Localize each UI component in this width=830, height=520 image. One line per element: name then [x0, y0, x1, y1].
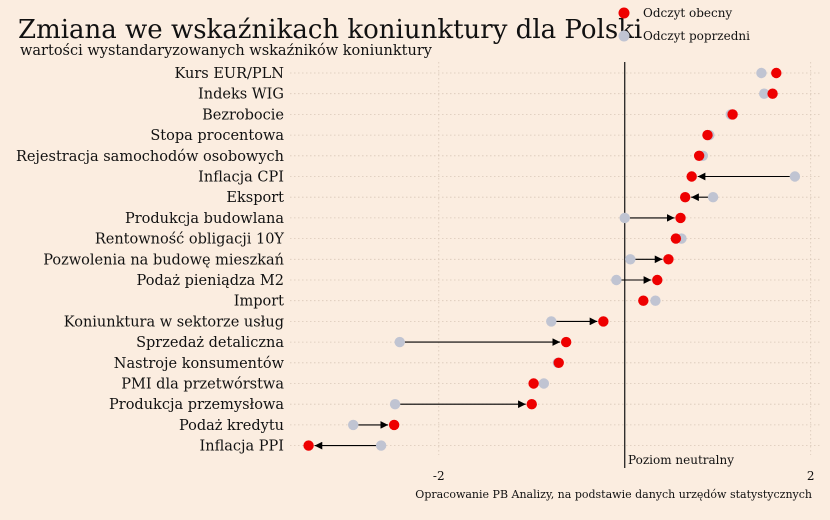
point-current — [771, 67, 782, 79]
point-current — [560, 336, 572, 348]
point-current — [670, 233, 682, 244]
point-previous — [389, 399, 401, 410]
category-label: Podaż kredytu — [179, 418, 284, 434]
category-label: PMI dla przetwórstwa — [121, 377, 284, 393]
point-previous — [348, 419, 359, 431]
category-label: Sprzedaż detaliczna — [136, 335, 284, 351]
category-label: Pozwolenia na budowę mieszkań — [43, 252, 284, 268]
category-label: Nastroje konsumentów — [114, 356, 285, 372]
point-previous — [650, 295, 661, 306]
category-label: Indeks WIG — [198, 87, 284, 103]
point-previous — [759, 88, 770, 99]
x-tick-label: 2 — [807, 469, 815, 483]
neutral-level-annotation: Poziom neutralny — [628, 453, 734, 467]
category-label: Rejestracja samochodów osobowych — [16, 149, 284, 165]
point-current — [652, 274, 663, 286]
point-previous — [394, 336, 405, 348]
data-marks — [303, 67, 801, 451]
category-label: Import — [234, 294, 284, 310]
point-current — [638, 295, 649, 306]
category-label: Stopa procentowa — [150, 128, 284, 144]
legend-swatch-previous — [618, 30, 630, 42]
category-labels: Kurs EUR/PLN Indeks WIG Bezrobocie Stopa pr… — [16, 66, 285, 455]
category-label: Koniunktura w sektorze usług — [64, 314, 284, 330]
point-previous — [611, 274, 622, 286]
legend-label-previous: Odczyt poprzedni — [643, 29, 750, 43]
point-current — [303, 440, 314, 451]
point-current — [553, 357, 564, 368]
category-label: Inflacja CPI — [198, 170, 284, 186]
point-current — [663, 254, 674, 265]
category-label: Podaż pieniądza M2 — [137, 273, 284, 289]
category-label: Produkcja budowlana — [125, 211, 284, 227]
point-previous — [546, 316, 557, 327]
point-previous — [707, 192, 719, 203]
point-current — [675, 212, 686, 224]
category-label: Bezrobocie — [202, 107, 284, 123]
legend-swatch-current — [618, 7, 630, 19]
category-label: Rentowność obligacji 10Y — [95, 232, 285, 248]
point-current — [693, 150, 705, 161]
point-current — [686, 171, 697, 182]
x-axis-ticks: -2 2 — [433, 469, 815, 483]
category-label: Eksport — [226, 190, 284, 206]
point-previous — [625, 254, 636, 265]
category-label: Inflacja PPI — [200, 439, 285, 455]
point-previous — [789, 171, 801, 182]
point-previous — [538, 378, 550, 389]
point-current — [702, 129, 713, 141]
category-label: Produkcja przemysłowa — [109, 397, 284, 413]
point-current — [388, 419, 400, 431]
point-current — [767, 88, 778, 99]
chart-subtitle: wartości wystandaryzowanych wskaźników k… — [20, 43, 433, 59]
point-current — [679, 192, 691, 203]
legend: Odczyt obecny Odczyt poprzedni — [618, 6, 750, 43]
point-previous — [375, 440, 387, 451]
grid — [290, 62, 820, 468]
category-label: Kurs EUR/PLN — [174, 66, 284, 82]
legend-label-current: Odczyt obecny — [643, 6, 732, 20]
point-current — [528, 378, 539, 389]
source-note: Opracowanie PB Analizy, na podstawie dan… — [415, 488, 812, 501]
point-current — [526, 399, 537, 410]
point-current — [598, 316, 609, 327]
point-previous — [756, 67, 767, 79]
chart-title: Zmiana we wskaźnikach koniunktury dla Po… — [18, 15, 642, 45]
x-tick-label: -2 — [433, 469, 445, 483]
point-current — [727, 109, 738, 120]
point-previous — [619, 212, 630, 224]
